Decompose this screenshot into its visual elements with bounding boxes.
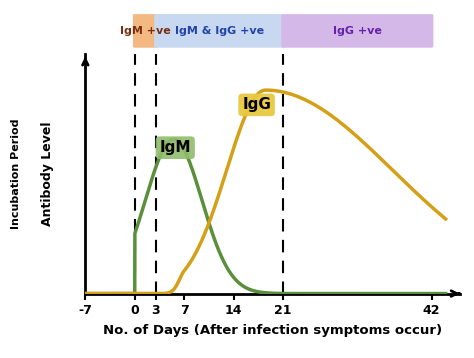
Text: Antibody Level: Antibody Level <box>41 121 55 226</box>
FancyBboxPatch shape <box>133 14 158 48</box>
X-axis label: No. of Days (After infection symptoms occur): No. of Days (After infection symptoms oc… <box>103 324 442 337</box>
FancyBboxPatch shape <box>154 14 285 48</box>
Text: IgM: IgM <box>160 140 191 155</box>
Text: Incubation Period: Incubation Period <box>11 118 21 229</box>
Text: IgG: IgG <box>242 97 271 112</box>
Text: IgM +ve: IgM +ve <box>120 26 171 36</box>
Text: IgM & IgG +ve: IgM & IgG +ve <box>175 26 264 36</box>
Text: IgG +ve: IgG +ve <box>333 26 382 36</box>
FancyBboxPatch shape <box>281 14 433 48</box>
